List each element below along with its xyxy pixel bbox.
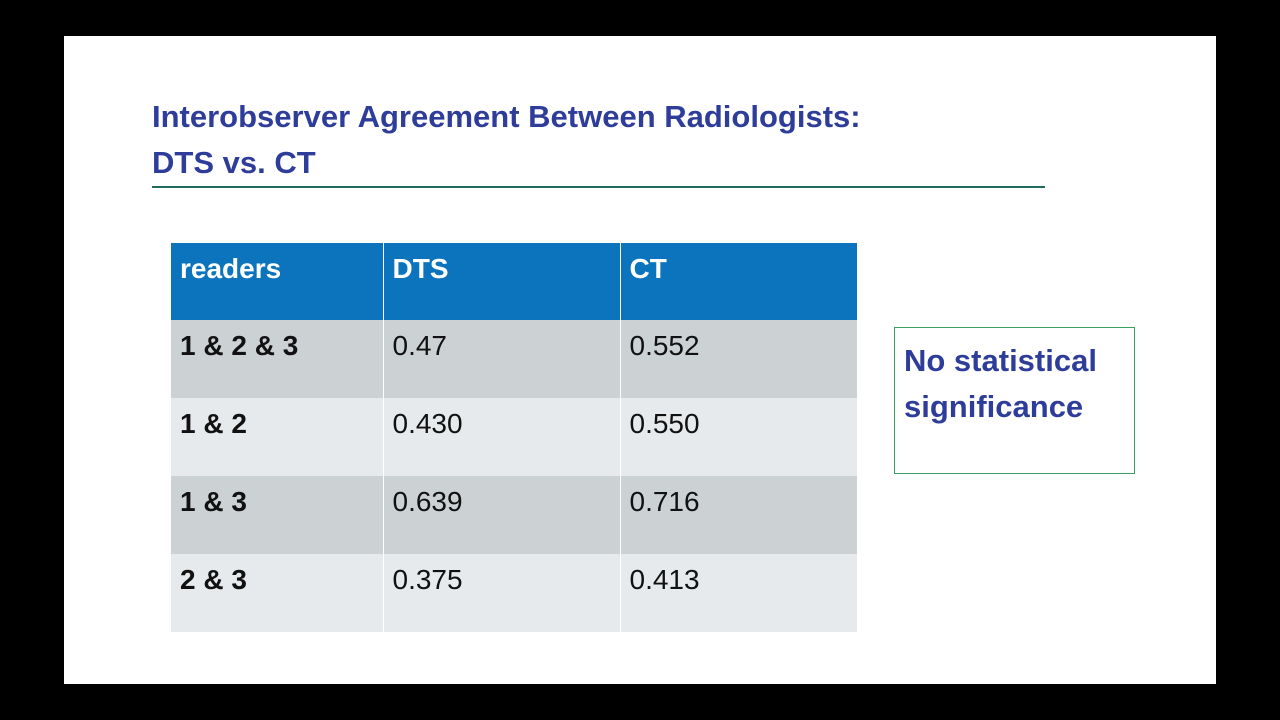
- readers-cell: 2 & 3: [171, 554, 384, 632]
- ct-cell: 0.413: [620, 554, 857, 632]
- readers-cell: 1 & 3: [171, 476, 384, 554]
- header-ct: CT: [620, 243, 857, 320]
- ct-cell: 0.550: [620, 398, 857, 476]
- dts-cell: 0.47: [383, 320, 621, 398]
- slide-title: Interobserver Agreement Between Radiolog…: [152, 94, 861, 186]
- title-line-2: DTS vs. CT: [152, 145, 316, 180]
- title-line-1: Interobserver Agreement Between Radiolog…: [152, 99, 861, 134]
- table-header-row: readers DTS CT: [171, 243, 857, 320]
- header-readers: readers: [171, 243, 384, 320]
- title-underline: [152, 186, 1045, 188]
- dts-cell: 0.430: [383, 398, 621, 476]
- note-text: No statistical significance: [904, 343, 1097, 424]
- ct-cell: 0.716: [620, 476, 857, 554]
- table-row: 1 & 3 0.639 0.716: [171, 476, 857, 554]
- readers-cell: 1 & 2: [171, 398, 384, 476]
- readers-cell: 1 & 2 & 3: [171, 320, 384, 398]
- dts-cell: 0.375: [383, 554, 621, 632]
- table-row: 1 & 2 & 3 0.47 0.552: [171, 320, 857, 398]
- table-row: 1 & 2 0.430 0.550: [171, 398, 857, 476]
- agreement-table: readers DTS CT 1 & 2 & 3 0.47 0.552 1 & …: [171, 243, 857, 632]
- table-row: 2 & 3 0.375 0.413: [171, 554, 857, 632]
- ct-cell: 0.552: [620, 320, 857, 398]
- note-box: No statistical significance: [894, 327, 1135, 474]
- dts-cell: 0.639: [383, 476, 621, 554]
- slide: Interobserver Agreement Between Radiolog…: [64, 36, 1216, 684]
- header-dts: DTS: [383, 243, 621, 320]
